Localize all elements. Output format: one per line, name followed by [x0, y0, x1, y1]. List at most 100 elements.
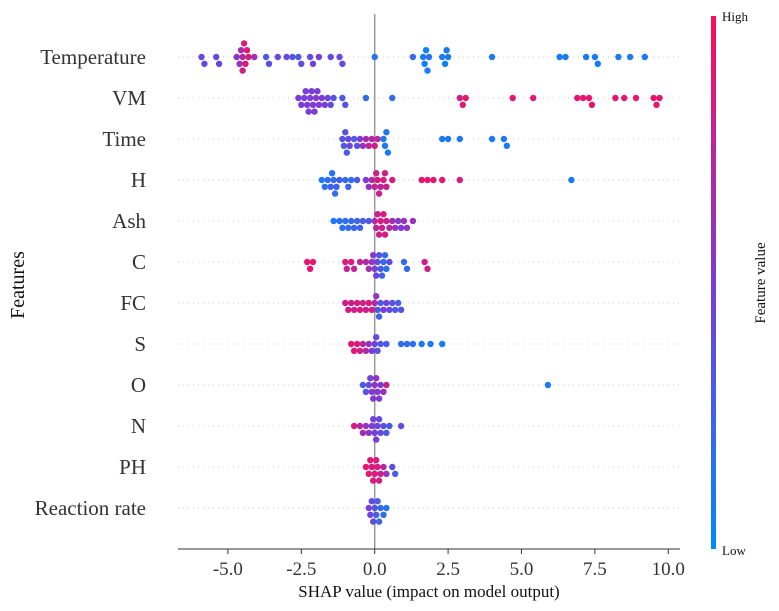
shap-point-n	[370, 416, 377, 423]
shap-point-ash	[395, 217, 402, 225]
shap-point-h	[380, 176, 387, 184]
shap-point-n	[377, 429, 384, 436]
shap-point-temperature	[265, 60, 273, 67]
shap-point-ph	[362, 463, 370, 471]
shap-point-temperature	[556, 53, 563, 61]
colorbar-gradient	[711, 16, 716, 549]
shap-point-time	[439, 135, 446, 143]
shap-point-s	[359, 340, 367, 348]
shap-point-vm	[327, 101, 334, 109]
shap-point-temperature	[201, 60, 208, 67]
shap-point-fc	[397, 306, 405, 313]
shap-point-ash	[380, 211, 387, 218]
shap-point-s	[356, 347, 364, 354]
shap-point-reaction-rate	[365, 504, 372, 512]
shap-point-ash	[381, 231, 389, 238]
shap-point-s	[348, 340, 355, 348]
shap-point-c	[400, 258, 408, 266]
shap-point-c	[383, 265, 390, 272]
shap-point-s	[418, 340, 425, 348]
shap-point-vm	[298, 101, 305, 109]
shap-point-vm	[459, 101, 466, 109]
shap-point-ash	[397, 224, 405, 231]
shap-point-c	[380, 258, 387, 266]
shap-point-n	[359, 429, 367, 436]
x-tick-label: 0.0	[363, 559, 387, 580]
shap-point-c	[374, 258, 381, 266]
shap-point-vm	[315, 101, 323, 109]
shap-point-c	[348, 258, 355, 266]
feature-label-ash: Ash	[112, 209, 146, 233]
shap-point-ash	[359, 217, 367, 225]
shap-point-ash	[365, 217, 372, 225]
shap-point-temperature	[594, 60, 601, 67]
shap-point-o	[380, 388, 387, 395]
shap-point-temperature	[242, 60, 249, 67]
shap-point-s	[373, 334, 380, 341]
shap-point-s	[383, 340, 390, 348]
shap-point-s	[409, 340, 417, 348]
shap-point-temperature	[444, 53, 452, 61]
shap-point-temperature	[309, 60, 317, 67]
shap-point-temperature	[339, 60, 346, 67]
shap-point-temperature	[283, 53, 290, 61]
shap-point-h	[331, 190, 339, 197]
shap-point-fc	[380, 306, 387, 313]
shap-point-c	[421, 258, 428, 266]
shap-point-ash	[386, 224, 393, 231]
shap-point-c	[365, 265, 372, 272]
shap-point-c	[424, 265, 431, 272]
feature-label-reaction-rate: Reaction rate	[35, 496, 146, 520]
shap-point-n	[350, 422, 358, 430]
shap-point-h	[330, 176, 337, 184]
shap-point-time	[368, 135, 375, 143]
shap-point-h	[424, 176, 431, 184]
shap-point-ash	[373, 224, 380, 231]
feature-label-c: C	[132, 250, 146, 274]
shap-point-c	[403, 265, 411, 272]
shap-point-vm	[311, 108, 318, 115]
shap-point-temperature	[233, 53, 240, 61]
shap-point-ph	[367, 457, 374, 464]
shap-point-ph	[377, 470, 384, 477]
colorbar-high-label: High	[722, 9, 749, 24]
shap-point-fc	[375, 313, 383, 320]
shap-point-o	[368, 388, 375, 395]
shap-point-fc	[350, 306, 358, 313]
shap-point-n	[365, 429, 372, 436]
shap-point-ash	[356, 224, 364, 231]
shap-point-temperature	[274, 53, 281, 61]
shap-point-ash	[409, 217, 417, 225]
shap-point-n	[362, 422, 370, 430]
shap-point-time	[350, 135, 358, 143]
feature-label-temperature: Temperature	[40, 45, 146, 69]
shap-point-temperature	[237, 47, 245, 54]
shap-points	[198, 40, 663, 525]
shap-point-temperature	[239, 53, 246, 61]
shap-point-time	[365, 142, 372, 149]
shap-point-s	[368, 347, 375, 354]
shap-point-c	[304, 258, 311, 266]
shap-point-ash	[374, 211, 381, 218]
shap-point-o	[362, 388, 370, 395]
shap-point-temperature	[422, 47, 430, 54]
shap-point-reaction-rate	[370, 518, 377, 525]
shap-point-vm	[301, 94, 308, 102]
shap-point-vm	[389, 94, 396, 102]
shap-point-temperature	[441, 60, 449, 67]
shap-point-c	[378, 272, 386, 279]
feature-label-o: O	[131, 373, 146, 397]
shap-point-h	[328, 170, 336, 177]
shap-point-temperature	[615, 53, 622, 61]
shap-point-n	[373, 436, 380, 443]
shap-point-h	[342, 176, 349, 184]
shap-point-h	[318, 176, 325, 184]
shap-point-s	[365, 340, 372, 348]
shap-point-temperature	[295, 53, 302, 61]
shap-point-c	[373, 272, 380, 279]
shap-point-h	[389, 176, 396, 184]
shap-point-vm	[308, 88, 315, 95]
shap-point-ph	[383, 470, 390, 477]
shap-point-ph	[370, 477, 377, 484]
shap-point-vm	[585, 94, 593, 102]
